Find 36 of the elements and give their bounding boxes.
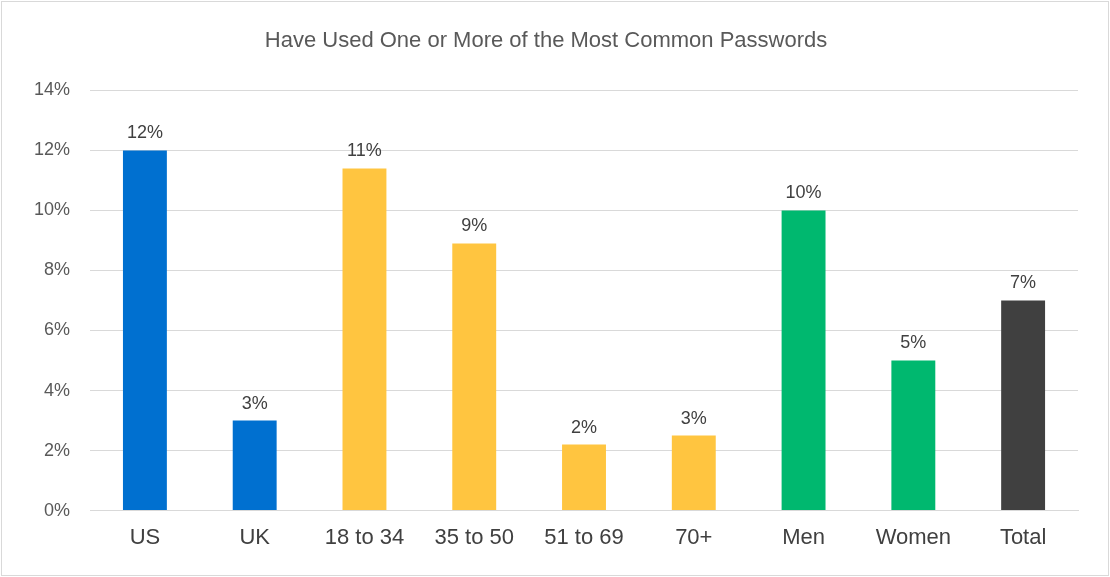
- x-tick-label: US: [129, 523, 161, 549]
- y-tick-label: 8%: [44, 259, 71, 280]
- bar: [232, 420, 277, 511]
- y-tick-label: 4%: [44, 379, 71, 400]
- y-tick-label: 0%: [44, 499, 71, 520]
- x-tick-label: 35 to 50: [434, 523, 514, 549]
- data-label: 10%: [785, 182, 822, 203]
- x-tick-label: 51 to 69: [544, 523, 624, 549]
- bar: [122, 150, 167, 511]
- data-label: 7%: [1010, 272, 1037, 293]
- y-tick-label: 14%: [34, 79, 71, 100]
- bar: [342, 168, 387, 511]
- chart-title: Have Used One or More of the Most Common Passwords: [264, 27, 828, 53]
- x-tick-label: 18 to 34: [324, 523, 405, 549]
- x-tick-label: Total: [999, 523, 1047, 549]
- bar: [671, 435, 716, 511]
- data-label: 9%: [461, 215, 488, 236]
- x-tick-label: Men: [782, 523, 825, 549]
- y-tick-label: 2%: [44, 439, 71, 460]
- bar: [891, 360, 936, 511]
- bar: [1001, 300, 1046, 511]
- bar: [781, 210, 826, 511]
- bar: [562, 444, 606, 511]
- x-tick-label: 70+: [675, 523, 713, 549]
- data-label: 3%: [680, 407, 707, 428]
- y-tick-label: 10%: [34, 199, 71, 220]
- data-label: 2%: [571, 416, 598, 437]
- data-label: 12%: [126, 122, 163, 143]
- y-tick-label: 6%: [44, 319, 71, 340]
- x-tick-label: Women: [875, 523, 952, 549]
- data-label: 3%: [241, 392, 268, 413]
- y-tick-label: 12%: [34, 139, 71, 160]
- data-label: 5%: [900, 332, 927, 353]
- data-label: 11%: [347, 140, 382, 161]
- x-tick-label: UK: [239, 523, 271, 549]
- bar: [452, 243, 497, 511]
